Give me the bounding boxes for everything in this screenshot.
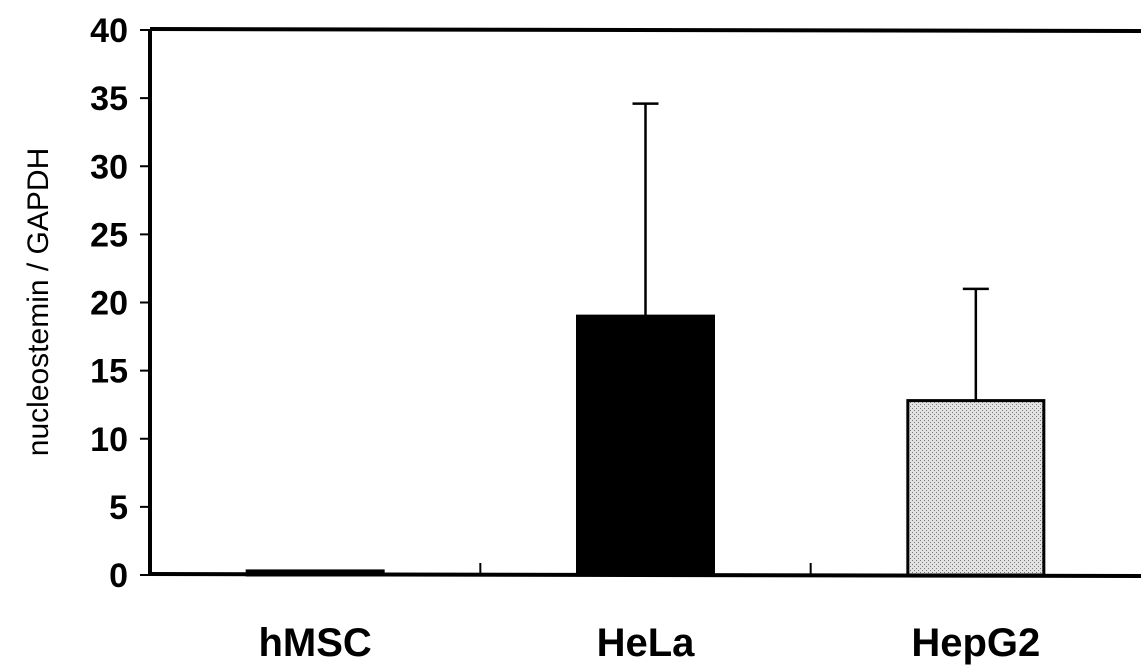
y-tick-label: 40 <box>90 12 128 50</box>
bar-hmsc <box>245 569 385 577</box>
y-tick-label: 35 <box>90 80 128 118</box>
y-tick-label: 30 <box>90 148 128 186</box>
y-tick-label: 15 <box>90 353 128 391</box>
y-tick-label: 25 <box>90 216 128 254</box>
y-axis-title: nucleostemin / GAPDH <box>22 148 55 456</box>
bar-hepg2 <box>906 399 1046 577</box>
error-bars-group <box>632 102 989 401</box>
x-tick-label: hMSC <box>259 621 372 665</box>
y-tick-label: 0 <box>109 557 128 595</box>
bar-hela <box>576 314 715 577</box>
x-tick-label: HepG2 <box>911 621 1040 665</box>
y-tick-label: 20 <box>90 285 128 323</box>
y-tick-label: 5 <box>109 489 128 527</box>
x-axis-ticks: hMSC HeLa HepG2 <box>259 563 1040 665</box>
bars-group <box>245 314 1046 577</box>
y-axis-ticks: 0 5 10 15 20 25 30 35 40 <box>90 12 150 595</box>
x-tick-label: HeLa <box>597 621 696 665</box>
plot-frame-top <box>149 27 1141 33</box>
y-tick-label: 10 <box>90 421 128 459</box>
